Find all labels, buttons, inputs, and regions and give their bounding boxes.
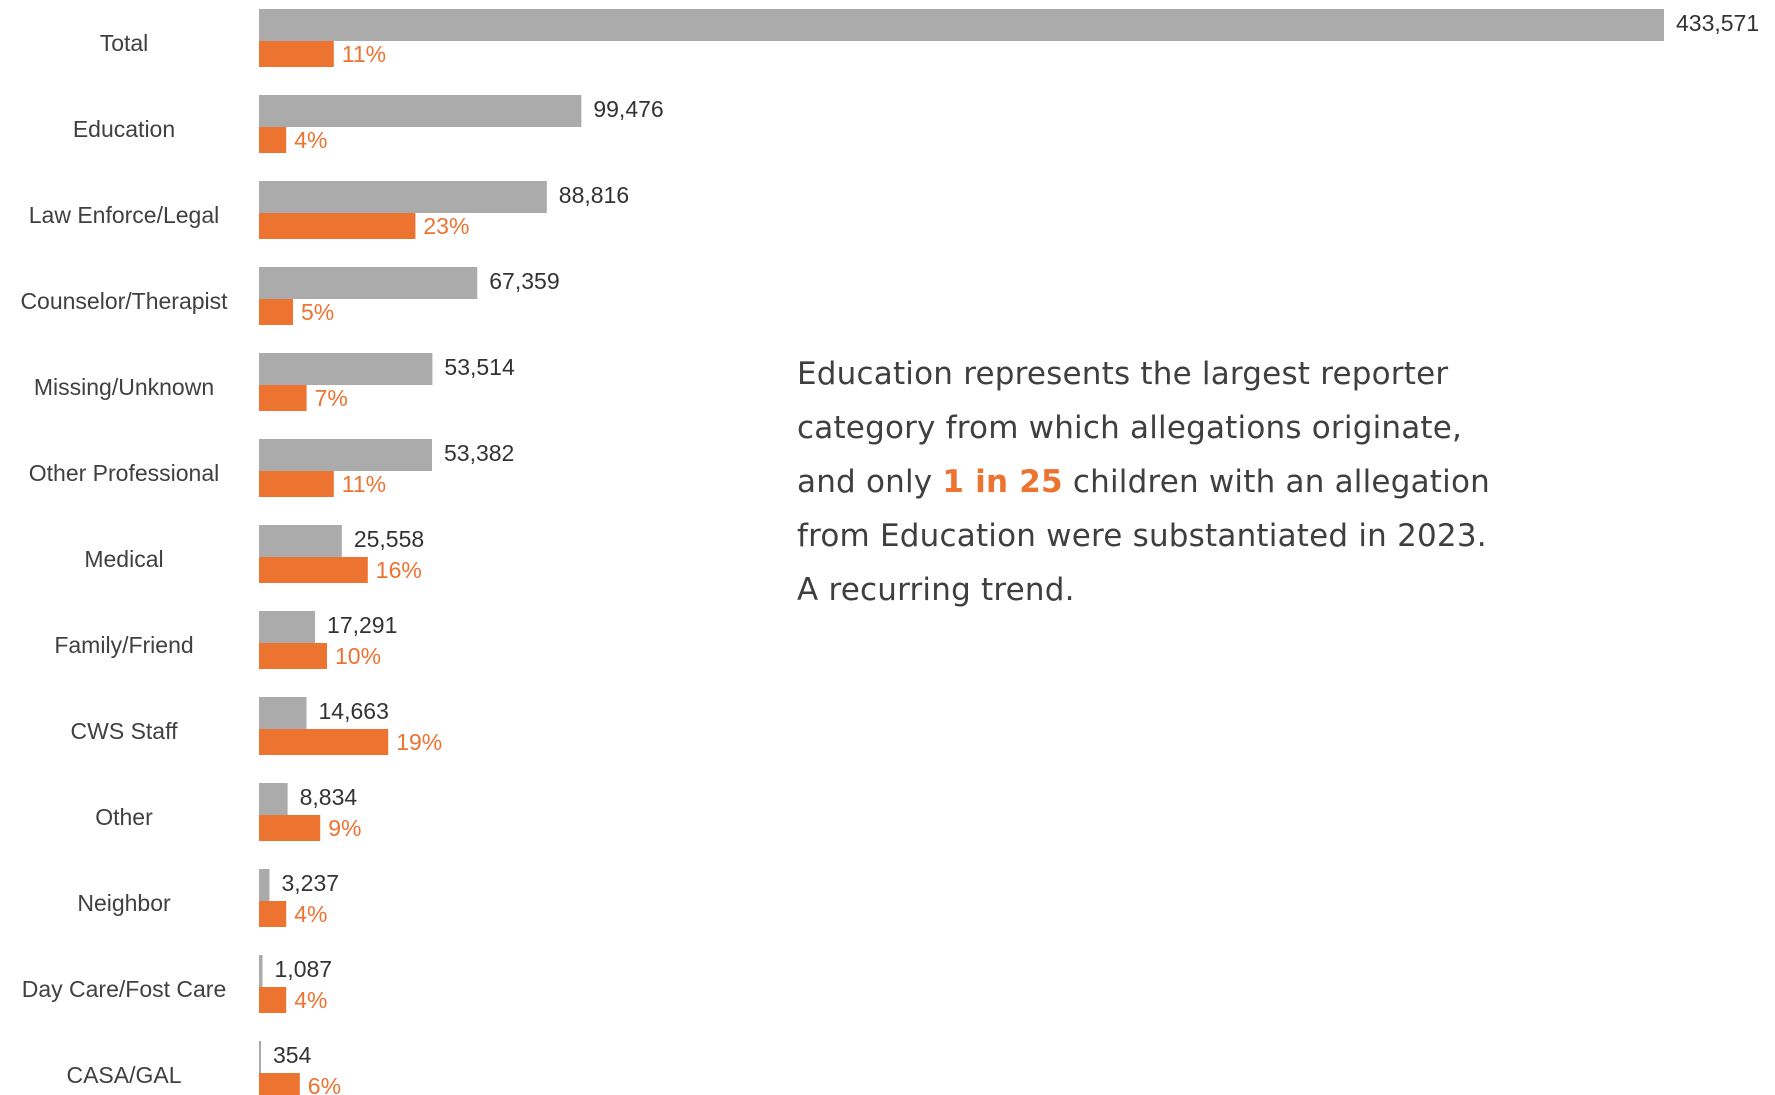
count-value-label: 67,359 [489, 268, 559, 294]
count-value-label: 53,514 [444, 354, 515, 380]
category-label: Other Professional [29, 460, 219, 486]
count-bar [259, 9, 1664, 41]
rate-bar [259, 41, 334, 67]
count-bar [259, 267, 478, 299]
category-label: Law Enforce/Legal [29, 202, 220, 228]
rate-value-label: 5% [301, 299, 334, 325]
count-bar [259, 525, 342, 557]
count-bar [259, 439, 432, 471]
rate-bar [259, 385, 307, 411]
category-label: Neighbor [77, 890, 171, 916]
rate-value-label: 6% [308, 1073, 341, 1095]
rate-value-label: 11% [342, 471, 386, 497]
rate-value-label: 7% [315, 385, 348, 411]
callout-line-3-pre: and only [797, 464, 943, 500]
category-label: Day Care/Fost Care [22, 976, 227, 1002]
count-value-label: 14,663 [319, 698, 389, 724]
count-bar [259, 955, 263, 987]
rate-bar [259, 557, 368, 583]
category-label: Medical [84, 546, 163, 572]
count-value-label: 433,571 [1676, 10, 1759, 36]
count-value-label: 8,834 [300, 784, 358, 810]
count-bar [259, 697, 307, 729]
count-bar [259, 353, 433, 385]
category-label: Missing/Unknown [34, 374, 214, 400]
count-value-label: 25,558 [354, 526, 424, 552]
count-bar [259, 1041, 261, 1073]
callout-line-1: Education represents the largest reporte… [797, 356, 1449, 392]
category-label: CASA/GAL [66, 1062, 181, 1088]
rate-value-label: 4% [294, 127, 327, 153]
count-bar [259, 611, 316, 643]
rate-bar [259, 127, 287, 153]
category-label: Total [100, 30, 149, 56]
category-label: Family/Friend [54, 632, 193, 658]
rate-bar [259, 987, 287, 1013]
rate-bar [259, 901, 287, 927]
callout-line-4: from Education were substantiated in 202… [797, 518, 1487, 554]
rate-bar [259, 729, 389, 755]
callout-line-3-post: children with an allegation [1062, 464, 1490, 500]
callout-highlight: 1 in 25 [942, 464, 1063, 500]
rate-bar [259, 815, 321, 841]
count-value-label: 53,382 [444, 440, 514, 466]
rate-bar [259, 213, 416, 239]
callout-line-2: category from which allegations originat… [797, 410, 1463, 446]
count-value-label: 1,087 [275, 956, 333, 982]
rate-bar [259, 1073, 300, 1095]
callout-line-3: and only 1 in 25 children with an allega… [797, 455, 1657, 509]
count-value-label: 17,291 [327, 612, 397, 638]
count-value-label: 354 [273, 1042, 312, 1068]
count-value-label: 99,476 [593, 96, 663, 122]
rate-value-label: 16% [376, 557, 422, 583]
rate-value-label: 4% [294, 901, 327, 927]
count-bar [259, 783, 288, 815]
count-value-label: 3,237 [281, 870, 339, 896]
category-label: Counselor/Therapist [20, 288, 228, 314]
count-bar [259, 869, 270, 901]
category-label: Education [73, 116, 175, 142]
rate-value-label: 9% [328, 815, 361, 841]
count-bar [259, 95, 582, 127]
category-label: CWS Staff [71, 718, 179, 744]
count-bar [259, 181, 547, 213]
rate-value-label: 19% [396, 729, 442, 755]
count-value-label: 88,816 [559, 182, 629, 208]
rate-value-label: 11% [342, 41, 386, 67]
callout-text: Education represents the largest reporte… [797, 347, 1657, 617]
callout-line-5: A recurring trend. [797, 572, 1075, 608]
rate-bar [259, 643, 327, 669]
rate-value-label: 10% [335, 643, 381, 669]
rate-value-label: 23% [423, 213, 469, 239]
rate-bar [259, 299, 293, 325]
category-label: Other [95, 804, 153, 830]
rate-bar [259, 471, 334, 497]
rate-value-label: 4% [294, 987, 327, 1013]
